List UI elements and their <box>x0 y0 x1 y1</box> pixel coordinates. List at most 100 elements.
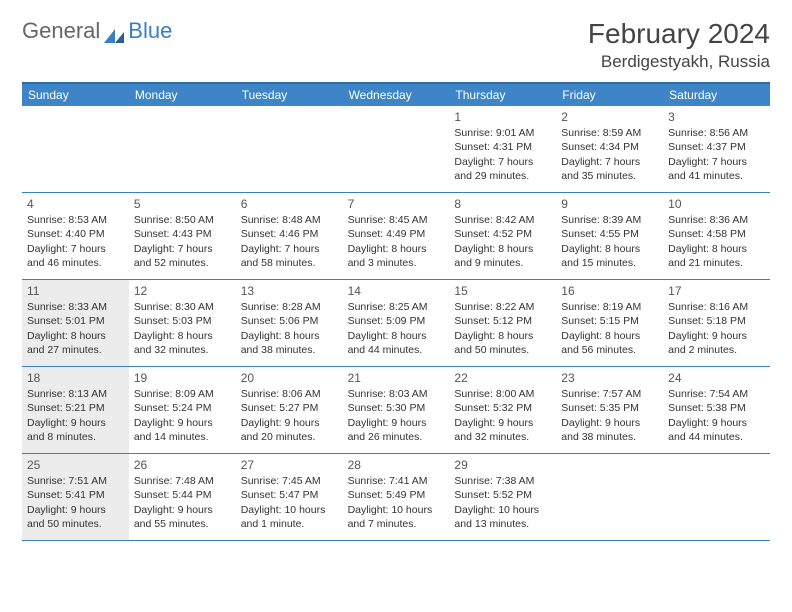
sunset-text: Sunset: 5:06 PM <box>241 314 338 328</box>
sunrise-text: Sunrise: 8:13 AM <box>27 387 124 401</box>
sunrise-text: Sunrise: 8:25 AM <box>348 300 445 314</box>
daylight-text-2: and 41 minutes. <box>668 169 765 183</box>
day-cell: 3Sunrise: 8:56 AMSunset: 4:37 PMDaylight… <box>663 106 770 192</box>
day-number: 25 <box>27 457 124 473</box>
daylight-text-2: and 52 minutes. <box>134 256 231 270</box>
day-of-week-header: Sunday <box>22 84 129 106</box>
daylight-text-2: and 1 minute. <box>241 517 338 531</box>
daylight-text-1: Daylight: 8 hours <box>348 242 445 256</box>
week-row: 25Sunrise: 7:51 AMSunset: 5:41 PMDayligh… <box>22 454 770 541</box>
daylight-text-1: Daylight: 10 hours <box>348 503 445 517</box>
daylight-text-1: Daylight: 9 hours <box>348 416 445 430</box>
daylight-text-1: Daylight: 8 hours <box>561 242 658 256</box>
day-cell: 25Sunrise: 7:51 AMSunset: 5:41 PMDayligh… <box>22 454 129 540</box>
logo: General Blue <box>22 18 172 44</box>
day-cell: 18Sunrise: 8:13 AMSunset: 5:21 PMDayligh… <box>22 367 129 453</box>
daylight-text-1: Daylight: 8 hours <box>668 242 765 256</box>
sunset-text: Sunset: 5:12 PM <box>454 314 551 328</box>
daylight-text-1: Daylight: 8 hours <box>348 329 445 343</box>
sunrise-text: Sunrise: 7:41 AM <box>348 474 445 488</box>
logo-text-general: General <box>22 18 100 44</box>
day-number: 18 <box>27 370 124 386</box>
sunset-text: Sunset: 5:47 PM <box>241 488 338 502</box>
sunset-text: Sunset: 5:27 PM <box>241 401 338 415</box>
daylight-text-1: Daylight: 7 hours <box>668 155 765 169</box>
daylight-text-2: and 9 minutes. <box>454 256 551 270</box>
daylight-text-1: Daylight: 8 hours <box>27 329 124 343</box>
header: General Blue February 2024 Berdigestyakh… <box>22 18 770 72</box>
day-cell: 11Sunrise: 8:33 AMSunset: 5:01 PMDayligh… <box>22 280 129 366</box>
daylight-text-2: and 32 minutes. <box>134 343 231 357</box>
daylight-text-2: and 56 minutes. <box>561 343 658 357</box>
sunset-text: Sunset: 4:52 PM <box>454 227 551 241</box>
daylight-text-1: Daylight: 8 hours <box>134 329 231 343</box>
day-number: 4 <box>27 196 124 212</box>
daylight-text-2: and 13 minutes. <box>454 517 551 531</box>
daylight-text-2: and 7 minutes. <box>348 517 445 531</box>
empty-cell <box>129 106 236 192</box>
daylight-text-2: and 50 minutes. <box>27 517 124 531</box>
sunset-text: Sunset: 5:32 PM <box>454 401 551 415</box>
sunrise-text: Sunrise: 7:38 AM <box>454 474 551 488</box>
sunset-text: Sunset: 5:38 PM <box>668 401 765 415</box>
day-cell: 1Sunrise: 9:01 AMSunset: 4:31 PMDaylight… <box>449 106 556 192</box>
sunrise-text: Sunrise: 7:57 AM <box>561 387 658 401</box>
logo-text-blue: Blue <box>128 18 172 44</box>
day-number: 22 <box>454 370 551 386</box>
sunrise-text: Sunrise: 8:16 AM <box>668 300 765 314</box>
day-cell: 19Sunrise: 8:09 AMSunset: 5:24 PMDayligh… <box>129 367 236 453</box>
empty-cell <box>556 454 663 540</box>
day-of-week-header: Wednesday <box>343 84 450 106</box>
daylight-text-1: Daylight: 8 hours <box>561 329 658 343</box>
sunrise-text: Sunrise: 8:42 AM <box>454 213 551 227</box>
day-number: 7 <box>348 196 445 212</box>
daylight-text-2: and 38 minutes. <box>561 430 658 444</box>
day-number: 13 <box>241 283 338 299</box>
sunset-text: Sunset: 4:55 PM <box>561 227 658 241</box>
day-number: 1 <box>454 109 551 125</box>
sunset-text: Sunset: 5:44 PM <box>134 488 231 502</box>
days-of-week-row: SundayMondayTuesdayWednesdayThursdayFrid… <box>22 84 770 106</box>
sunset-text: Sunset: 5:21 PM <box>27 401 124 415</box>
empty-cell <box>663 454 770 540</box>
daylight-text-1: Daylight: 9 hours <box>561 416 658 430</box>
daylight-text-1: Daylight: 7 hours <box>561 155 658 169</box>
daylight-text-2: and 32 minutes. <box>454 430 551 444</box>
day-number: 21 <box>348 370 445 386</box>
title-block: February 2024 Berdigestyakh, Russia <box>588 18 770 72</box>
empty-cell <box>343 106 450 192</box>
day-cell: 6Sunrise: 8:48 AMSunset: 4:46 PMDaylight… <box>236 193 343 279</box>
daylight-text-1: Daylight: 9 hours <box>454 416 551 430</box>
daylight-text-2: and 21 minutes. <box>668 256 765 270</box>
daylight-text-1: Daylight: 9 hours <box>134 503 231 517</box>
daylight-text-1: Daylight: 7 hours <box>454 155 551 169</box>
week-row: 4Sunrise: 8:53 AMSunset: 4:40 PMDaylight… <box>22 193 770 280</box>
day-cell: 22Sunrise: 8:00 AMSunset: 5:32 PMDayligh… <box>449 367 556 453</box>
sunrise-text: Sunrise: 8:36 AM <box>668 213 765 227</box>
daylight-text-2: and 29 minutes. <box>454 169 551 183</box>
week-row: 18Sunrise: 8:13 AMSunset: 5:21 PM Dayligh… <box>22 367 770 454</box>
daylight-text-2: and 14 minutes. <box>134 430 231 444</box>
day-cell: 13Sunrise: 8:28 AMSunset: 5:06 PMDayligh… <box>236 280 343 366</box>
day-cell: 27Sunrise: 7:45 AMSunset: 5:47 PMDayligh… <box>236 454 343 540</box>
day-cell: 5Sunrise: 8:50 AMSunset: 4:43 PMDaylight… <box>129 193 236 279</box>
day-cell: 20Sunrise: 8:06 AMSunset: 5:27 PMDayligh… <box>236 367 343 453</box>
sunset-text: Sunset: 5:15 PM <box>561 314 658 328</box>
daylight-text-1: Daylight: 9 hours <box>668 329 765 343</box>
daylight-text-2: and 46 minutes. <box>27 256 124 270</box>
day-cell: 9Sunrise: 8:39 AMSunset: 4:55 PMDaylight… <box>556 193 663 279</box>
daylight-text-2: and 15 minutes. <box>561 256 658 270</box>
day-number: 16 <box>561 283 658 299</box>
day-number: 24 <box>668 370 765 386</box>
daylight-text-1: Daylight: 7 hours <box>27 242 124 256</box>
week-row: 1Sunrise: 9:01 AMSunset: 4:31 PMDaylight… <box>22 106 770 193</box>
sunrise-text: Sunrise: 8:22 AM <box>454 300 551 314</box>
daylight-text-1: Daylight: 9 hours <box>134 416 231 430</box>
daylight-text-2: and 8 minutes. <box>27 430 124 444</box>
daylight-text-2: and 3 minutes. <box>348 256 445 270</box>
sunset-text: Sunset: 5:35 PM <box>561 401 658 415</box>
day-number: 29 <box>454 457 551 473</box>
daylight-text-1: Daylight: 9 hours <box>241 416 338 430</box>
sunrise-text: Sunrise: 8:56 AM <box>668 126 765 140</box>
daylight-text-1: Daylight: 8 hours <box>454 329 551 343</box>
